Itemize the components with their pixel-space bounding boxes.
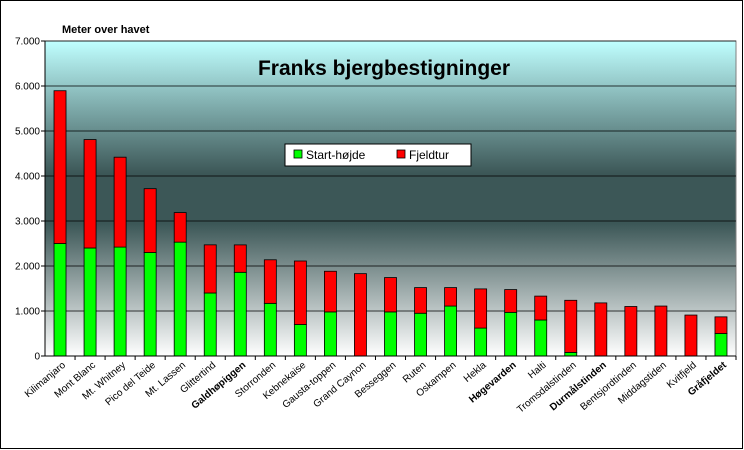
bar-start-hojde (83, 247, 97, 357)
bars (53, 90, 728, 357)
bar-fjeldtur (143, 188, 157, 253)
bar-fjeldtur (384, 277, 397, 313)
bar-fjeldtur (293, 260, 307, 325)
bar-fjeldtur (203, 244, 217, 294)
bar-fjeldtur (233, 244, 247, 273)
bar-start-hojde (233, 271, 247, 357)
bar-start-hojde (504, 311, 518, 357)
y-tick-label: 2.000 (15, 262, 40, 273)
y-tick-label: 4.000 (15, 172, 40, 183)
bar-start-hojde (534, 319, 548, 357)
bar-fjeldtur (113, 156, 127, 248)
bar-start-hojde (113, 246, 127, 357)
legend-label-fjeldtur: Fjeldtur (409, 148, 449, 162)
bar-fjeldtur (624, 306, 638, 357)
bar-fjeldtur (714, 316, 728, 334)
bar-fjeldtur (444, 287, 457, 307)
y-tick-label: 6.000 (15, 82, 40, 93)
y-tick-label: 0 (34, 352, 40, 363)
bar-start-hojde (474, 327, 488, 357)
bar-start-hojde (173, 241, 187, 357)
bar-start-hojde (384, 311, 397, 357)
bar-fjeldtur (564, 299, 578, 353)
y-tick-label: 3.000 (15, 217, 40, 228)
bar-fjeldtur (504, 289, 518, 313)
legend-swatch-fjeldtur (396, 149, 406, 159)
bar-fjeldtur (684, 314, 698, 357)
bar-fjeldtur (414, 287, 427, 314)
bar-fjeldtur (83, 139, 97, 249)
bar-fjeldtur (474, 288, 488, 329)
bar-fjeldtur (263, 259, 277, 304)
y-tick-label: 7.000 (15, 37, 40, 48)
y-axis: 0 1.000 2.000 3.000 4.000 5.000 6.000 7.000 (15, 37, 46, 363)
legend-swatch-start (293, 149, 303, 159)
legend-box (284, 143, 472, 167)
bar-start-hojde (203, 292, 217, 357)
bar-start-hojde (564, 351, 578, 357)
bar-start-hojde (414, 312, 427, 357)
bar-start-hojde (293, 324, 307, 357)
legend-label-start: Start-højde (306, 148, 366, 162)
bar-start-hojde (444, 305, 457, 357)
bar-fjeldtur (654, 305, 668, 357)
y-axis-label: Meter over havet (62, 24, 150, 36)
bar-start-hojde (263, 302, 277, 357)
y-tick-label: 5.000 (15, 127, 40, 138)
bar-fjeldtur (594, 302, 608, 357)
chart-title: Franks bjergbestigninger (258, 57, 510, 80)
bar-start-hojde (324, 311, 337, 357)
bar-start-hojde (143, 252, 157, 357)
gridlines (45, 40, 736, 312)
bar-fjeldtur (173, 212, 187, 243)
y-tick-label: 1.000 (15, 307, 40, 318)
legend: Start-højde Fjeldtur (284, 143, 472, 167)
bar-fjeldtur (354, 273, 367, 357)
bar-start-hojde (714, 333, 728, 357)
bar-fjeldtur (534, 295, 548, 321)
bar-fjeldtur (324, 270, 337, 313)
bar-fjeldtur (53, 90, 67, 244)
bar-start-hojde (53, 243, 67, 357)
